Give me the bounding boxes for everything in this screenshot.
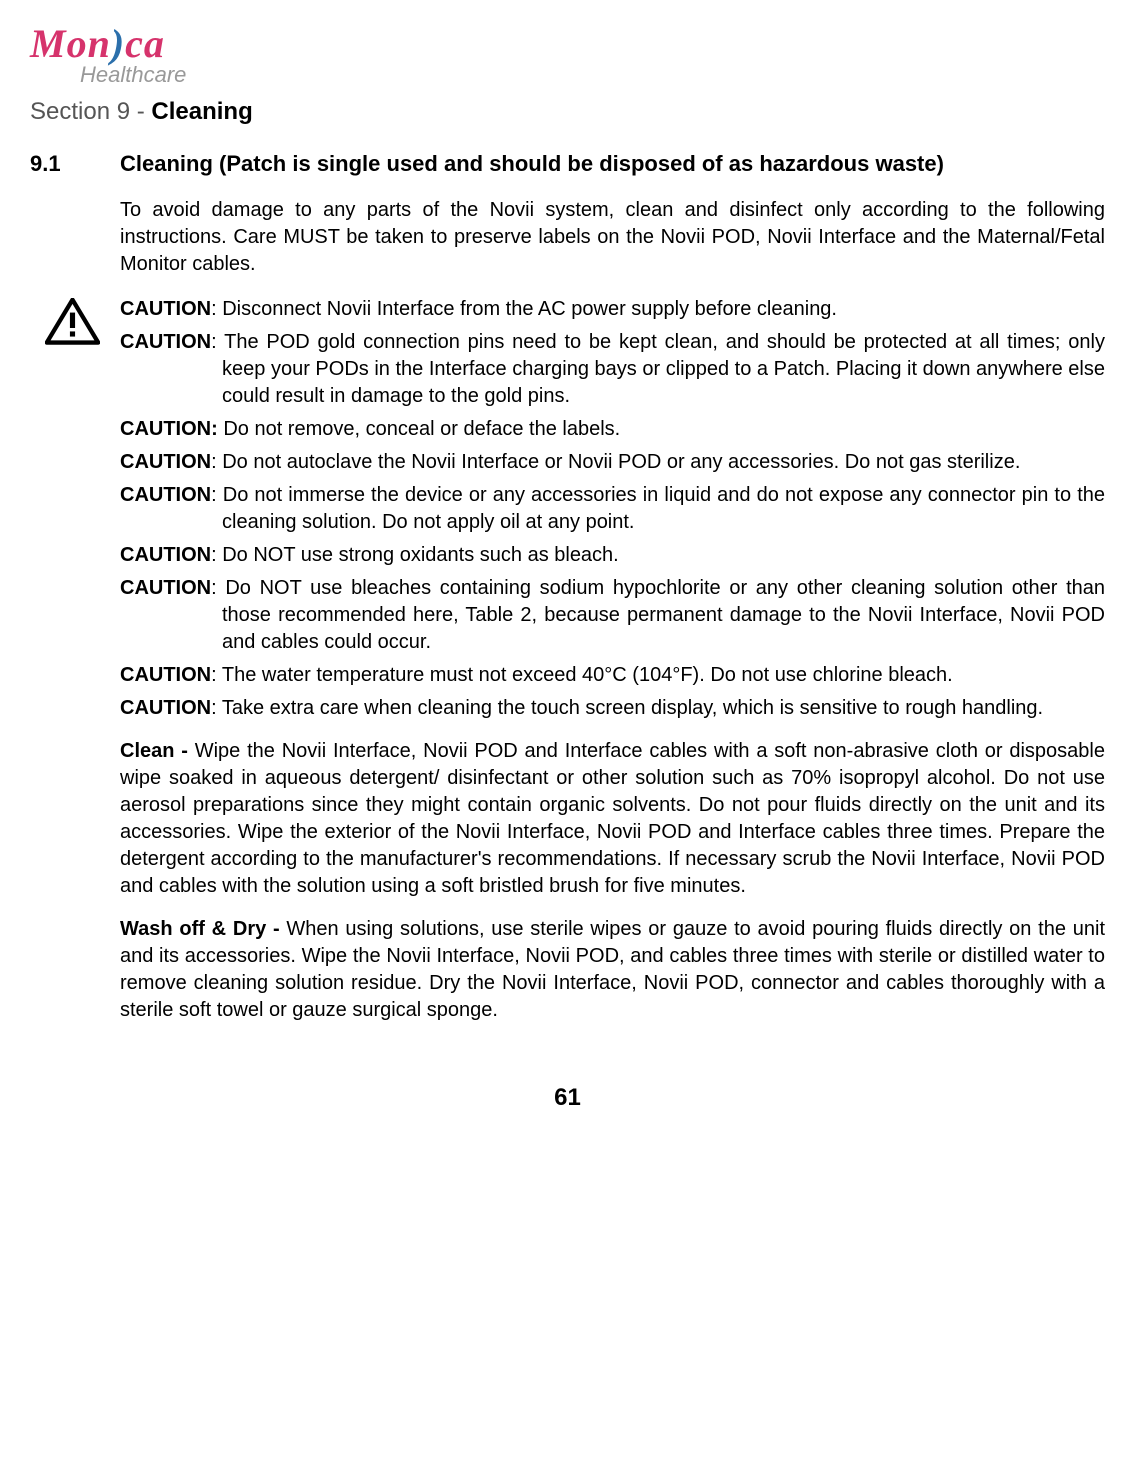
caution-text: Do not immerse the device or any accesso… [222, 484, 1105, 533]
caution-label: CAUTION [120, 664, 211, 686]
paragraph-lead: Wash off & Dry - [120, 918, 286, 940]
caution-text: Do not autoclave the Novii Interface or … [222, 451, 1020, 473]
caution-item: CAUTION: Do not remove, conceal or defac… [120, 416, 1105, 443]
section-title: Cleaning [151, 98, 252, 125]
paragraph-lead: Clean - [120, 740, 195, 762]
caution-sep: : [211, 298, 222, 320]
caution-label: CAUTION [120, 331, 211, 353]
caution-label: CAUTION [120, 577, 211, 599]
caution-item: CAUTION: The water temperature must not … [120, 662, 1105, 689]
caution-sep: : [211, 664, 222, 686]
caution-item: CAUTION: Disconnect Novii Interface from… [120, 296, 1105, 323]
caution-sep: : [211, 544, 222, 566]
caution-item: CAUTION: The POD gold connection pins ne… [120, 329, 1105, 410]
caution-sep: : [211, 451, 222, 473]
caution-item: CAUTION: Do NOT use strong oxidants such… [120, 542, 1105, 569]
caution-item: CAUTION: Take extra care when cleaning t… [120, 695, 1105, 722]
section-prefix: Section 9 - [30, 98, 151, 125]
caution-label: CAUTION [120, 544, 211, 566]
logo-part2: ca [125, 21, 165, 66]
caution-text: Disconnect Novii Interface from the AC p… [222, 298, 837, 320]
logo-paren-icon: ) [111, 21, 125, 66]
cautions-list: CAUTION: Disconnect Novii Interface from… [120, 296, 1105, 722]
caution-sep: : [211, 697, 222, 719]
subsection-title: Cleaning (Patch is single used and shoul… [120, 151, 1105, 177]
page-number: 61 [30, 1084, 1105, 1112]
logo-part1: Mon [30, 21, 111, 66]
caution-sep: : [211, 484, 223, 506]
caution-text: The water temperature must not exceed 40… [222, 664, 953, 686]
caution-item: CAUTION: Do not immerse the device or an… [120, 482, 1105, 536]
caution-label: CAUTION [120, 298, 211, 320]
body-content: To avoid damage to any parts of the Novi… [30, 197, 1105, 1024]
section-heading: Section 9 - Cleaning [30, 98, 1105, 126]
caution-item: CAUTION: Do not autoclave the Novii Inte… [120, 449, 1105, 476]
caution-text: The POD gold connection pins need to be … [222, 331, 1105, 407]
body-paragraph: Wash off & Dry - When using solutions, u… [120, 916, 1105, 1024]
caution-label: CAUTION [120, 451, 211, 473]
logo-subtext: Healthcare [30, 62, 1105, 88]
caution-text: Do NOT use bleaches containing sodium hy… [222, 577, 1105, 653]
logo-wordmark: Mon)ca [30, 20, 1105, 67]
caution-sep: : [211, 331, 224, 353]
caution-item: CAUTION: Do NOT use bleaches containing … [120, 575, 1105, 656]
paragraph-text: Wipe the Novii Interface, Novii POD and … [120, 740, 1105, 897]
caution-text: Take extra care when cleaning the touch … [222, 697, 1043, 719]
caution-sep: : [211, 577, 225, 599]
caution-text: Do NOT use strong oxidants such as bleac… [222, 544, 619, 566]
intro-paragraph: To avoid damage to any parts of the Novi… [120, 197, 1105, 278]
body-paragraph: Clean - Wipe the Novii Interface, Novii … [120, 738, 1105, 900]
caution-text: Do not remove, conceal or deface the lab… [223, 418, 620, 440]
subsection-heading: 9.1 Cleaning (Patch is single used and s… [30, 151, 1105, 177]
caution-label: CAUTION [120, 484, 211, 506]
caution-label: CAUTION [120, 697, 211, 719]
paragraphs: Clean - Wipe the Novii Interface, Novii … [120, 738, 1105, 1024]
caution-label: CAUTION: [120, 418, 218, 440]
subsection-number: 9.1 [30, 151, 90, 177]
brand-logo: Mon)ca Healthcare [30, 20, 1105, 88]
